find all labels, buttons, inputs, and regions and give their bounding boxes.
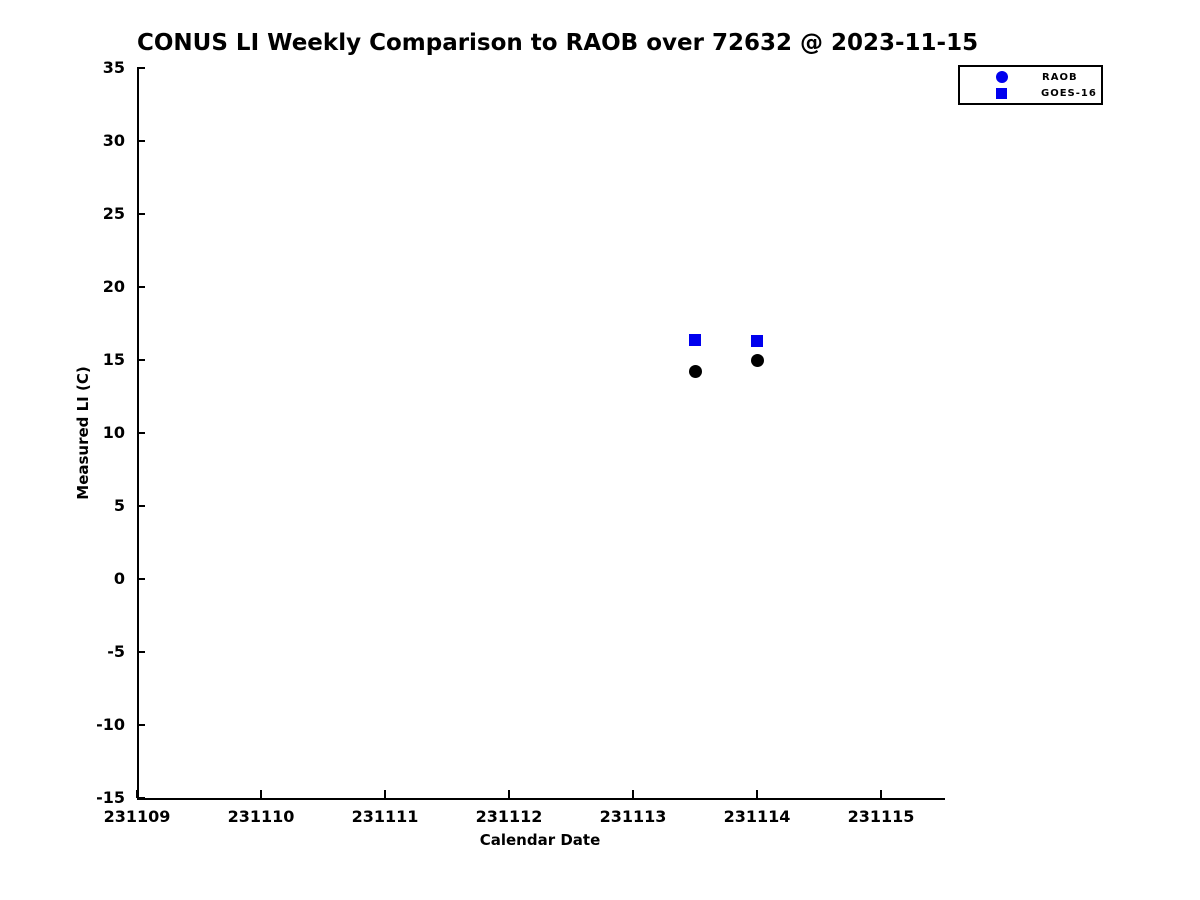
y-tick-mark [137, 359, 145, 361]
y-tick-mark [137, 578, 145, 580]
x-tick-label: 231111 [351, 807, 419, 826]
y-tick-mark [137, 140, 145, 142]
y-tick-label: 35 [102, 58, 125, 77]
data-point-raob [688, 365, 702, 379]
y-tick-label: -10 [96, 715, 125, 734]
data-point-raob [750, 353, 764, 367]
y-tick-label: -5 [107, 642, 125, 661]
raob-circle-icon [996, 71, 1008, 83]
x-tick-label: 231114 [723, 807, 791, 826]
legend-entry-raob: RAOB [960, 69, 1101, 85]
y-tick-mark [137, 651, 145, 653]
goes16-square-icon [996, 87, 1007, 99]
plot-area [137, 68, 945, 800]
legend-label-raob: RAOB [1042, 71, 1078, 83]
chart-title: CONUS LI Weekly Comparison to RAOB over … [137, 30, 979, 56]
x-tick-mark [260, 790, 262, 798]
y-tick-mark [137, 67, 145, 69]
y-tick-mark [137, 213, 145, 215]
x-tick-mark [508, 790, 510, 798]
legend-entry-goes16: GOES-16 [960, 85, 1101, 101]
y-tick-mark [137, 797, 145, 799]
y-tick-label: 15 [102, 350, 125, 369]
y-tick-label: 30 [102, 131, 125, 150]
y-tick-mark [137, 724, 145, 726]
x-tick-mark [384, 790, 386, 798]
y-tick-mark [137, 505, 145, 507]
x-tick-label: 231113 [599, 807, 667, 826]
x-tick-label: 231115 [847, 807, 915, 826]
x-tick-label: 231110 [227, 807, 295, 826]
x-axis-label: Calendar Date [479, 831, 601, 849]
x-tick-mark [632, 790, 634, 798]
data-point-goes-16 [751, 335, 763, 348]
y-tick-label: 20 [102, 277, 125, 296]
legend: RAOB GOES-16 [958, 65, 1103, 105]
y-tick-label: 25 [102, 204, 125, 223]
y-tick-mark [137, 432, 145, 434]
x-tick-label: 231109 [103, 807, 171, 826]
y-tick-label: 5 [113, 496, 125, 515]
y-tick-label: -15 [96, 788, 125, 807]
y-tick-label: 0 [113, 569, 125, 588]
x-tick-mark [136, 790, 138, 798]
data-point-goes-16 [689, 333, 701, 346]
x-tick-mark [756, 790, 758, 798]
x-tick-mark [880, 790, 882, 798]
y-tick-mark [137, 286, 145, 288]
y-tick-label: 10 [102, 423, 125, 442]
legend-label-goes16: GOES-16 [1041, 87, 1097, 99]
x-tick-label: 231112 [475, 807, 543, 826]
